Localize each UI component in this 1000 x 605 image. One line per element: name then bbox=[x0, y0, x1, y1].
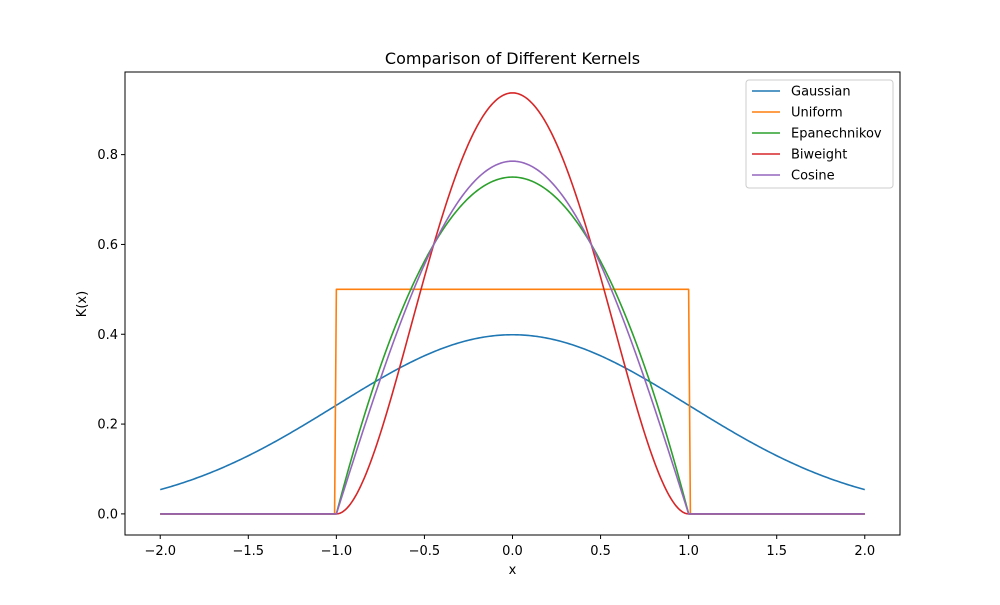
legend: Gaussian Uniform Epanechnikov Biweight Cosin… bbox=[745, 79, 894, 189]
y-axis-ticks: 0.0 0.2 0.4 0.6 0.8 bbox=[97, 148, 125, 522]
legend-label-biweight: Biweight bbox=[791, 148, 847, 163]
legend-items: Gaussian Uniform Epanechnikov Biweight Cosin… bbox=[752, 85, 882, 184]
x-tick-label: −1.0 bbox=[321, 544, 353, 559]
legend-label-epanechnikov: Epanechnikov bbox=[791, 127, 882, 142]
x-tick-label: 1.0 bbox=[678, 544, 699, 559]
y-axis-label: K(x) bbox=[75, 291, 90, 317]
series-layer bbox=[160, 92, 865, 515]
legend-label-cosine: Cosine bbox=[791, 169, 835, 184]
x-tick-label: 0.5 bbox=[590, 544, 611, 559]
x-tick-label: −2.0 bbox=[144, 544, 176, 559]
series-line-gaussian bbox=[160, 333, 865, 491]
x-tick-label: −0.5 bbox=[409, 544, 441, 559]
x-tick-label: 1.5 bbox=[766, 544, 787, 559]
y-tick-label: 0.4 bbox=[97, 328, 118, 343]
x-axis-label: x bbox=[509, 563, 517, 578]
x-tick-label: 0.0 bbox=[502, 544, 523, 559]
chart-title: Comparison of Different Kernels bbox=[385, 49, 640, 68]
y-tick-label: 0.2 bbox=[97, 418, 118, 433]
x-axis-ticks: −2.0 −1.5 −1.0 −0.5 0.0 0.5 1.0 1.5 2.0 bbox=[144, 535, 875, 559]
plot-area bbox=[124, 71, 901, 536]
x-tick-label: 2.0 bbox=[854, 544, 875, 559]
y-tick-label: 0.8 bbox=[97, 148, 118, 163]
y-tick-label: 0.6 bbox=[97, 238, 118, 253]
y-tick-label: 0.0 bbox=[97, 507, 118, 522]
x-tick-label: −1.5 bbox=[233, 544, 265, 559]
legend-frame bbox=[745, 79, 894, 189]
legend-label-uniform: Uniform bbox=[791, 106, 843, 121]
legend-label-gaussian: Gaussian bbox=[791, 85, 851, 100]
series-line-cosine bbox=[160, 160, 865, 515]
